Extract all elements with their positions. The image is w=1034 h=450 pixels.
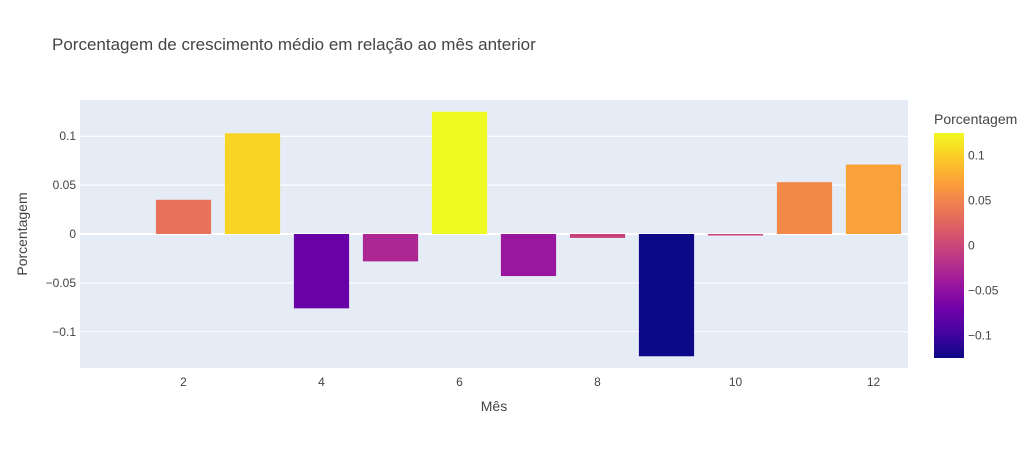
bar[interactable]	[707, 234, 764, 236]
y-axis-title: Porcentagem	[14, 192, 30, 275]
y-tick-label: 0.05	[53, 178, 77, 192]
colorbar-title: Porcentagem	[934, 111, 1017, 127]
bar[interactable]	[362, 234, 419, 262]
colorbar-tick-label: 0.05	[968, 194, 992, 208]
bars	[155, 111, 902, 357]
x-axis-title: Mês	[481, 398, 507, 414]
y-tick-label: 0	[69, 227, 76, 241]
colorbar-tick-label: −0.05	[968, 284, 999, 298]
colorbar-tick-label: 0	[968, 239, 975, 253]
x-tick-label: 8	[594, 375, 601, 389]
y-tick-label: −0.05	[46, 276, 77, 290]
y-tick-label: 0.1	[59, 129, 76, 143]
bar[interactable]	[569, 234, 626, 238]
chart-title: Porcentagem de crescimento médio em rela…	[52, 35, 536, 54]
bar[interactable]	[500, 234, 557, 277]
x-tick-label: 2	[180, 375, 187, 389]
colorbar-tick-label: −0.1	[968, 329, 992, 343]
x-tick-label: 4	[318, 375, 325, 389]
y-tick-label: −0.1	[52, 325, 76, 339]
bar[interactable]	[431, 111, 488, 234]
bar[interactable]	[155, 199, 212, 234]
x-tick-label: 10	[729, 375, 743, 389]
colorbar-tick-label: 0.1	[968, 149, 985, 163]
bar[interactable]	[293, 234, 350, 309]
y-axis-ticks: 0.1 0.05 0 −0.05 −0.1	[46, 129, 77, 339]
x-tick-label: 6	[456, 375, 463, 389]
bar[interactable]	[638, 234, 695, 357]
bar[interactable]	[224, 133, 281, 234]
x-axis-ticks: 2 4 6 8 10 12	[180, 375, 880, 389]
x-tick-label: 12	[867, 375, 881, 389]
bar[interactable]	[845, 164, 902, 234]
gridlines	[80, 135, 908, 333]
colorbar-gradient	[934, 133, 964, 358]
bar[interactable]	[776, 182, 833, 234]
colorbar: Porcentagem 0.1 0.05 0 −0.05 −0.1	[934, 111, 1017, 358]
